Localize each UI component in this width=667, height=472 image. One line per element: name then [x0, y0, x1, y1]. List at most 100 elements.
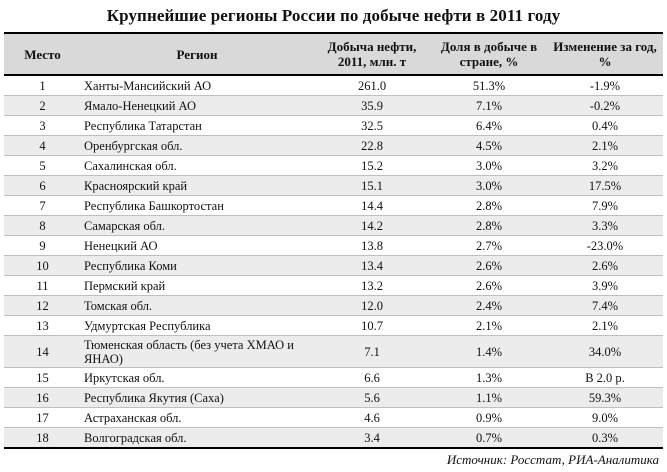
table-row: 2 Ямало-Ненецкий АО 35.9 7.1% -0.2%: [4, 95, 663, 116]
change-cell: 2.1%: [547, 315, 663, 336]
rank-cell: 11: [4, 275, 81, 296]
rank-cell: 3: [4, 115, 81, 136]
rank-cell: 16: [4, 387, 81, 408]
column-header-region: Регион: [81, 32, 313, 76]
rank-cell: 14: [4, 335, 81, 368]
share-cell: 2.7%: [431, 235, 547, 256]
share-cell: 3.0%: [431, 155, 547, 176]
production-cell: 32.5: [313, 115, 431, 136]
production-cell: 22.8: [313, 135, 431, 156]
production-cell: 12.0: [313, 295, 431, 316]
rank-cell: 17: [4, 407, 81, 428]
rank-cell: 13: [4, 315, 81, 336]
table-row: 11 Пермский край 13.2 2.6% 3.9%: [4, 275, 663, 296]
share-cell: 7.1%: [431, 95, 547, 116]
production-cell: 13.2: [313, 275, 431, 296]
table-row: 1 Ханты-Мансийский АО 261.0 51.3% -1.9%: [4, 75, 663, 96]
change-cell: -23.0%: [547, 235, 663, 256]
column-header-production: Добыча нефти, 2011, млн. т: [313, 32, 431, 76]
region-cell: Ханты-Мансийский АО: [81, 75, 313, 96]
share-cell: 51.3%: [431, 75, 547, 96]
region-cell: Республика Якутия (Саха): [81, 387, 313, 408]
share-cell: 2.1%: [431, 315, 547, 336]
production-cell: 5.6: [313, 387, 431, 408]
table-row: 9 Ненецкий АО 13.8 2.7% -23.0%: [4, 235, 663, 256]
change-cell: 7.4%: [547, 295, 663, 316]
column-header-rank: Место: [4, 32, 81, 76]
production-cell: 6.6: [313, 367, 431, 388]
region-cell: Пермский край: [81, 275, 313, 296]
share-cell: 2.6%: [431, 255, 547, 276]
table-row: 13 Удмуртская Республика 10.7 2.1% 2.1%: [4, 315, 663, 336]
rank-cell: 9: [4, 235, 81, 256]
change-cell: 3.3%: [547, 215, 663, 236]
change-cell: -1.9%: [547, 75, 663, 96]
table-row: 6 Красноярский край 15.1 3.0% 17.5%: [4, 175, 663, 196]
rank-cell: 12: [4, 295, 81, 316]
region-cell: Республика Коми: [81, 255, 313, 276]
share-cell: 2.6%: [431, 275, 547, 296]
change-cell: 7.9%: [547, 195, 663, 216]
production-cell: 14.4: [313, 195, 431, 216]
production-cell: 15.2: [313, 155, 431, 176]
change-cell: 2.1%: [547, 135, 663, 156]
share-cell: 2.4%: [431, 295, 547, 316]
rank-cell: 4: [4, 135, 81, 156]
change-cell: 9.0%: [547, 407, 663, 428]
rank-cell: 15: [4, 367, 81, 388]
share-cell: 1.3%: [431, 367, 547, 388]
production-cell: 15.1: [313, 175, 431, 196]
region-cell: Республика Татарстан: [81, 115, 313, 136]
source-note: Источник: Росстат, РИА-Аналитика: [446, 452, 659, 467]
share-cell: 1.1%: [431, 387, 547, 408]
region-cell: Волгоградская обл.: [81, 427, 313, 449]
region-cell: Сахалинская обл.: [81, 155, 313, 176]
share-cell: 2.8%: [431, 195, 547, 216]
share-cell: 0.7%: [431, 427, 547, 449]
share-cell: 3.0%: [431, 175, 547, 196]
change-cell: -0.2%: [547, 95, 663, 116]
share-cell: 1.4%: [431, 335, 547, 368]
region-cell: Красноярский край: [81, 175, 313, 196]
change-cell: 3.9%: [547, 275, 663, 296]
region-cell: Астраханская обл.: [81, 407, 313, 428]
rank-cell: 6: [4, 175, 81, 196]
rank-cell: 7: [4, 195, 81, 216]
rank-cell: 1: [4, 75, 81, 96]
rank-cell: 5: [4, 155, 81, 176]
production-cell: 35.9: [313, 95, 431, 116]
change-cell: 17.5%: [547, 175, 663, 196]
table-row: 14 Тюменская область (без учета ХМАО и ЯН…: [4, 335, 663, 368]
table-row: 10 Республика Коми 13.4 2.6% 2.6%: [4, 255, 663, 276]
production-cell: 14.2: [313, 215, 431, 236]
region-cell: Оренбургская обл.: [81, 135, 313, 156]
change-cell: 2.6%: [547, 255, 663, 276]
share-cell: 4.5%: [431, 135, 547, 156]
chart-title: Крупнейшие регионы России по добыче нефт…: [106, 6, 561, 25]
share-cell: 0.9%: [431, 407, 547, 428]
table-row: 3 Республика Татарстан 32.5 6.4% 0.4%: [4, 115, 663, 136]
production-cell: 3.4: [313, 427, 431, 449]
production-cell: 4.6: [313, 407, 431, 428]
share-cell: 6.4%: [431, 115, 547, 136]
oil-production-table: Место Регион Добыча нефти, 2011, млн. т …: [4, 32, 663, 449]
rank-cell: 18: [4, 427, 81, 449]
rank-cell: 2: [4, 95, 81, 116]
change-cell: В 2.0 р.: [547, 367, 663, 388]
production-cell: 10.7: [313, 315, 431, 336]
table-row: 17 Астраханская обл. 4.6 0.9% 9.0%: [4, 407, 663, 428]
change-cell: 3.2%: [547, 155, 663, 176]
production-cell: 13.4: [313, 255, 431, 276]
table-row: 18 Волгоградская обл. 3.4 0.7% 0.3%: [4, 427, 663, 449]
table-row: 16 Республика Якутия (Саха) 5.6 1.1% 59.3%: [4, 387, 663, 408]
production-cell: 261.0: [313, 75, 431, 96]
region-cell: Томская обл.: [81, 295, 313, 316]
column-header-share: Доля в добыче в стране, %: [431, 32, 547, 76]
table-body: 1 Ханты-Мансийский АО 261.0 51.3% -1.9% 2 Ямал…: [4, 75, 663, 449]
table-row: 7 Республика Башкортостан 14.4 2.8% 7.9%: [4, 195, 663, 216]
column-header-change: Изменение за год, %: [547, 32, 663, 76]
production-cell: 13.8: [313, 235, 431, 256]
region-cell: Самарская обл.: [81, 215, 313, 236]
table-header-row: Место Регион Добыча нефти, 2011, млн. т …: [4, 32, 663, 76]
region-cell: Ненецкий АО: [81, 235, 313, 256]
